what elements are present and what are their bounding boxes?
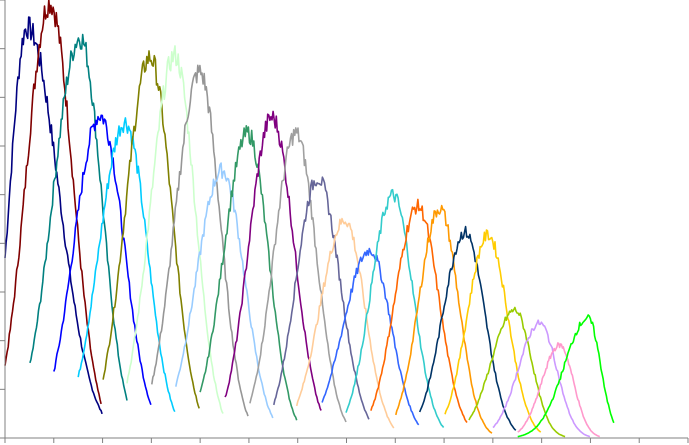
series-layer (4, 0, 615, 438)
series-line-7 (126, 45, 224, 414)
series-line-6 (102, 50, 200, 409)
series-line-9 (175, 162, 274, 419)
series-line-10 (199, 125, 298, 421)
series-line-18 (395, 204, 493, 434)
series-line-20 (444, 229, 542, 433)
series-line-23 (517, 342, 601, 438)
series-line-22 (492, 319, 591, 438)
series-line-21 (468, 306, 566, 438)
series-line-15 (321, 247, 420, 426)
series-line-17 (370, 198, 468, 423)
series-line-16 (345, 188, 445, 428)
series-line-14 (295, 217, 395, 429)
series-line-1 (4, 16, 103, 415)
series-line-13 (273, 176, 370, 420)
series-line-12 (249, 127, 347, 423)
series-line-11 (224, 110, 322, 411)
series-line-4 (53, 114, 152, 406)
series-line-3 (29, 33, 128, 401)
series-line-8 (151, 64, 249, 417)
series-line-2 (4, 0, 102, 405)
series-line-24 (517, 314, 615, 438)
series-line-5 (77, 117, 176, 413)
series-line-19 (418, 225, 517, 431)
